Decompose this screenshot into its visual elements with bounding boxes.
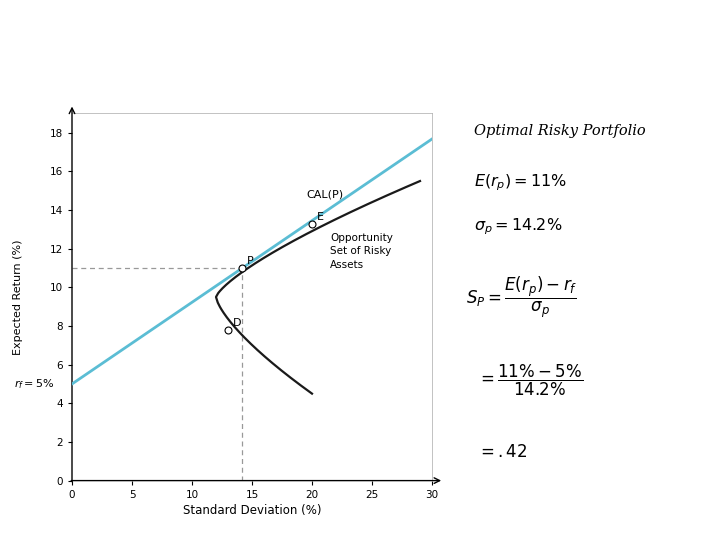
Text: INVESTMENTS | BODIE, KANE, MARCUS: INVESTMENTS | BODIE, KANE, MARCUS: [190, 513, 530, 528]
Text: Optimal Risky Portfolio: Optimal Risky Portfolio: [204, 59, 516, 83]
Text: $E(r_p) = 11\%$: $E(r_p) = 11\%$: [474, 172, 567, 193]
X-axis label: Standard Deviation (%): Standard Deviation (%): [183, 504, 321, 517]
Text: $= \dfrac{11\%-5\%}{14.2\%}$: $= \dfrac{11\%-5\%}{14.2\%}$: [477, 363, 583, 399]
Text: Figure 7.7 Debt and Equity Funds with the: Figure 7.7 Debt and Equity Funds with th…: [78, 19, 642, 43]
Text: Opportunity
Set of Risky
Assets: Opportunity Set of Risky Assets: [330, 233, 393, 269]
Text: Expected Return (%): Expected Return (%): [13, 239, 23, 355]
Text: $S_P = \dfrac{E(r_p)-r_f}{\sigma_p}$: $S_P = \dfrac{E(r_p)-r_f}{\sigma_p}$: [466, 275, 577, 320]
Text: $\sigma_p = 14.2\%$: $\sigma_p = 14.2\%$: [474, 216, 562, 237]
Text: CAL(P): CAL(P): [306, 190, 343, 200]
Text: D: D: [233, 318, 241, 328]
Text: P: P: [247, 256, 254, 266]
Text: E: E: [317, 212, 324, 221]
Text: 7-17: 7-17: [22, 514, 50, 527]
Text: $r_f = 5\%$: $r_f = 5\%$: [14, 377, 54, 391]
Text: $= .42$: $= .42$: [477, 444, 527, 461]
Text: Optimal Risky Portfolio: Optimal Risky Portfolio: [474, 124, 646, 138]
